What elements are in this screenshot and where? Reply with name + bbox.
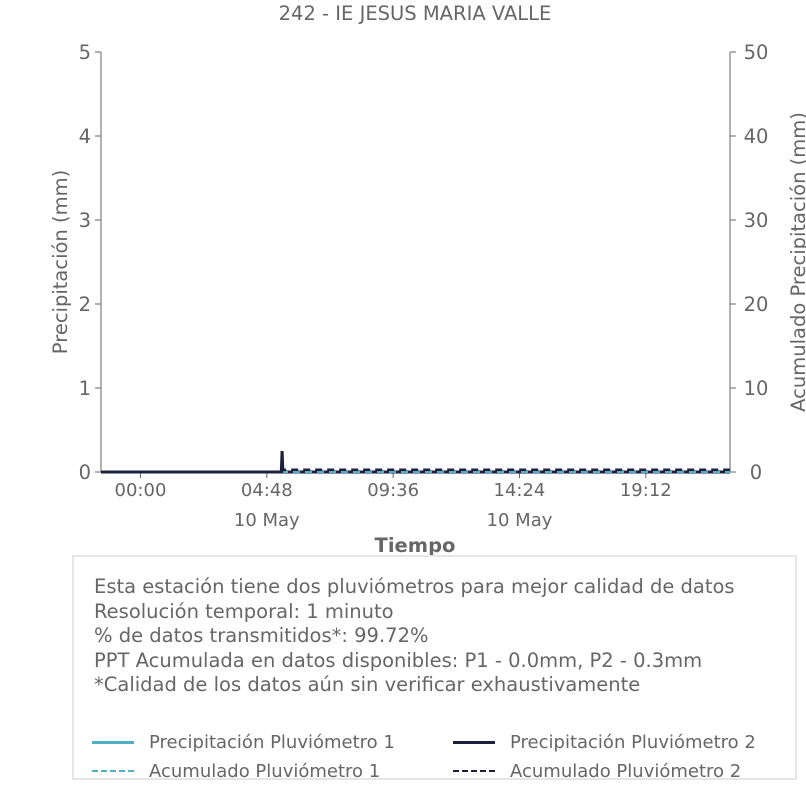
y-tick-label: 4 [79,125,91,148]
x-axis-label: Tiempo [375,534,456,557]
legend-label: Precipitación Pluviómetro 1 [149,731,395,753]
legend-swatch [453,770,495,772]
precipitation-chart: 242 - IE JESUS MARIA VALLE 0123450102030… [49,2,806,557]
y-tick-label: 3 [79,209,91,232]
legend-item-precip-p1[interactable]: Precipitación Pluviómetro 1 [92,730,395,754]
legend-swatch [92,770,134,772]
info-accumulated: PPT Acumulada en datos disponibles: P1 -… [94,648,703,672]
y2-tick-label: 50 [744,41,769,64]
info-quality-note: *Calidad de los datos aún sin verificar … [94,673,641,696]
info-two-gauges: Esta estación tiene dos pluviómetros par… [94,575,735,598]
y-axis-label: Precipitación (mm) [49,170,72,354]
x-tick-label: 00:00 [115,480,167,501]
y2-tick-label: 10 [744,377,769,400]
series-layer [101,450,730,474]
legend-item-acum-p1[interactable]: Acumulado Pluviómetro 1 [92,759,380,783]
legend-item-precip-p2[interactable]: Precipitación Pluviómetro 2 [453,730,756,754]
info-legend-box: Esta estación tiene dos pluviómetros par… [72,555,797,783]
legend-swatch [92,740,134,744]
y2-tick-label: 30 [744,209,769,232]
y2-tick-label: 40 [744,125,769,148]
y-tick-label: 2 [79,293,91,316]
y2-axis-label: Acumulado Precipitación (mm) [787,112,806,412]
x-tick-label: 04:48 [241,480,293,501]
x-tick-label: 09:36 [367,480,419,501]
x-tick-date-label: 10 May [234,510,300,531]
legend-label: Precipitación Pluviómetro 2 [510,731,756,753]
y2-tick-label: 20 [744,293,769,316]
station-info: Esta estación tiene dos pluviómetros par… [94,575,735,698]
legend-label: Acumulado Pluviómetro 1 [149,760,381,782]
legend-label: Acumulado Pluviómetro 2 [510,760,742,782]
series-line-4 [101,468,730,473]
legend-swatch [453,740,495,744]
x-tick-label: 19:12 [620,480,672,501]
x-tick-label: 14:24 [494,480,546,501]
legend-item-acum-p2[interactable]: Acumulado Pluviómetro 2 [453,759,741,783]
y2-tick-label: 0 [750,461,762,484]
x-tick-date-label: 10 May [487,510,553,531]
y-tick-label: 1 [79,377,91,400]
info-transmitted: % de datos transmitidos*: 99.72% [94,624,429,647]
chart-title: 242 - IE JESUS MARIA VALLE [279,2,552,25]
info-resolution: Resolución temporal: 1 minuto [94,599,394,623]
y-tick-label: 0 [79,461,91,484]
y-tick-label: 5 [79,41,91,64]
